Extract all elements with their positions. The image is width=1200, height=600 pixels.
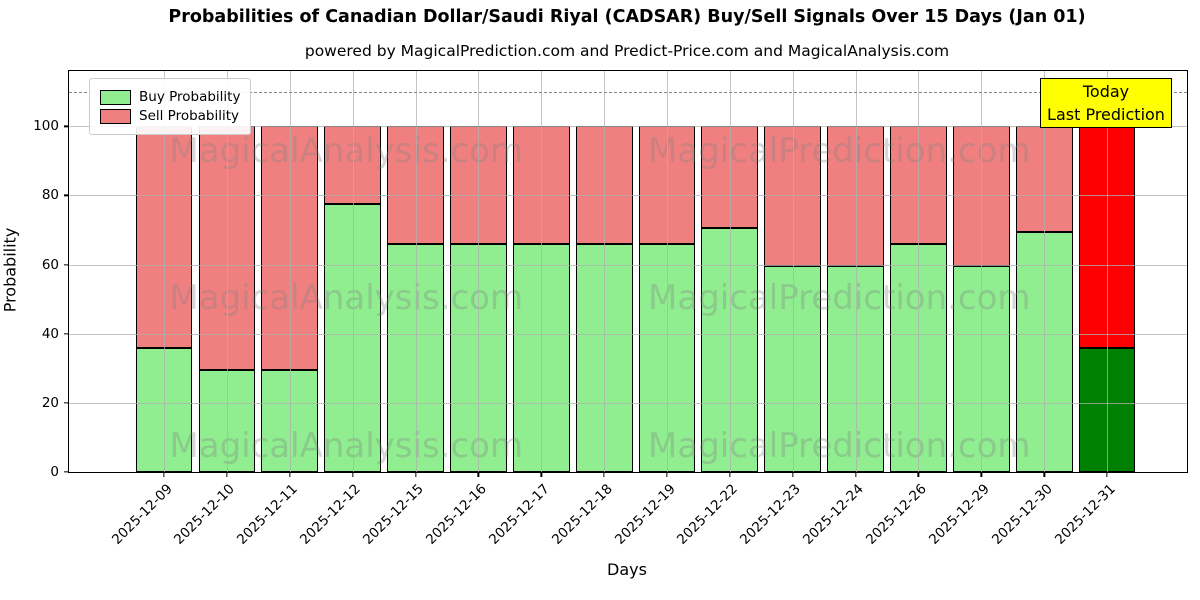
- bar-buy-2025-12-29: [952, 266, 1010, 472]
- x-tick-mark-2025-12-31: [1106, 472, 1108, 477]
- y-tick-mark-40: [64, 333, 69, 335]
- x-tick-label-2025-12-22: 2025-12-22: [674, 481, 742, 548]
- bar-sell-2025-12-30: [1015, 126, 1073, 232]
- x-tick-mark-2025-12-10: [226, 472, 228, 477]
- bar-buy-2025-12-18: [575, 243, 633, 472]
- bar-buy-2025-12-23: [764, 266, 822, 472]
- bar-sell-2025-12-23: [764, 126, 822, 267]
- x-tick-label-2025-12-15: 2025-12-15: [360, 481, 427, 548]
- x-tick-mark-2025-12-29: [980, 472, 982, 477]
- bar-buy-2025-12-09: [135, 347, 193, 472]
- bar-buy-2025-12-12: [324, 204, 382, 472]
- legend-label: Sell Probability: [139, 108, 240, 124]
- legend-item: Sell Probability: [100, 108, 240, 124]
- legend-swatch-icon: [100, 89, 131, 105]
- bar-sell-2025-12-11: [261, 126, 319, 371]
- y-tick-label-60: 60: [41, 256, 59, 273]
- y-tick-mark-0: [64, 471, 69, 473]
- y-tick-label-100: 100: [33, 118, 59, 135]
- chart-title: Probabilities of Canadian Dollar/Saudi R…: [168, 7, 1086, 27]
- x-tick-label-2025-12-24: 2025-12-24: [800, 481, 867, 548]
- x-tick-mark-2025-12-24: [854, 472, 857, 477]
- bar-buy-2025-12-16: [449, 243, 507, 472]
- bar-sell-2025-12-31: [1078, 126, 1136, 348]
- x-tick-label-2025-12-11: 2025-12-11: [234, 481, 302, 548]
- y-tick-mark-60: [64, 263, 69, 266]
- x-tick-label-2025-12-29: 2025-12-29: [925, 481, 993, 548]
- bar-buy-2025-12-10: [198, 370, 256, 472]
- bar-buy-2025-12-31: [1078, 347, 1136, 472]
- x-tick-label-2025-12-26: 2025-12-26: [862, 481, 930, 548]
- legend-swatch-icon: [100, 108, 131, 124]
- x-tick-mark-2025-12-11: [289, 472, 291, 477]
- bar-buy-2025-12-11: [261, 370, 319, 472]
- y-tick-label-0: 0: [50, 464, 59, 480]
- x-tick-mark-2025-12-19: [666, 472, 668, 477]
- x-tick-mark-2025-12-22: [729, 472, 731, 477]
- x-tick-mark-2025-12-18: [603, 472, 605, 477]
- bar-sell-2025-12-18: [575, 126, 633, 244]
- x-tick-label-2025-12-17: 2025-12-17: [485, 481, 553, 548]
- x-tick-mark-2025-12-23: [792, 472, 794, 477]
- today-annotation: Today Last Prediction: [1040, 78, 1172, 128]
- x-tick-label-2025-12-10: 2025-12-10: [171, 481, 239, 548]
- x-tick-mark-2025-12-16: [477, 472, 480, 477]
- bar-buy-2025-12-19: [638, 243, 696, 472]
- x-tick-mark-2025-12-12: [351, 472, 354, 477]
- bar-sell-2025-12-15: [387, 126, 444, 244]
- x-tick-mark-2025-12-15: [414, 472, 417, 477]
- bar-sell-2025-12-26: [890, 126, 947, 244]
- bar-sell-2025-12-22: [701, 126, 759, 229]
- legend-item: Buy Probability: [100, 89, 240, 105]
- x-tick-mark-2025-12-09: [163, 472, 165, 477]
- x-tick-label-2025-12-09: 2025-12-09: [108, 481, 176, 548]
- today-annotation-line1: Today: [1082, 82, 1130, 101]
- y-tick-mark-20: [64, 402, 69, 404]
- y-tick-mark-80: [64, 194, 69, 197]
- x-tick-mark-2025-12-17: [540, 472, 542, 477]
- x-tick-label-2025-12-16: 2025-12-16: [422, 481, 490, 548]
- bar-sell-2025-12-24: [827, 126, 884, 267]
- bar-buy-2025-12-22: [701, 228, 759, 472]
- x-tick-label-2025-12-19: 2025-12-19: [611, 481, 679, 548]
- bar-sell-2025-12-12: [324, 126, 382, 205]
- legend: Buy Probability Sell Probability: [89, 78, 252, 135]
- bar-sell-2025-12-16: [449, 126, 507, 244]
- x-axis-label: Days: [607, 560, 647, 579]
- x-tick-label-2025-12-18: 2025-12-18: [548, 481, 616, 548]
- bar-sell-2025-12-19: [638, 126, 696, 244]
- y-tick-label-40: 40: [41, 325, 59, 342]
- bar-buy-2025-12-26: [890, 243, 947, 472]
- bar-sell-2025-12-29: [952, 126, 1010, 267]
- x-tick-label-2025-12-23: 2025-12-23: [737, 481, 805, 548]
- x-tick-mark-2025-12-26: [917, 472, 920, 477]
- bar-buy-2025-12-30: [1015, 231, 1073, 472]
- today-annotation-line2: Last Prediction: [1047, 105, 1165, 124]
- x-tick-label-2025-12-12: 2025-12-12: [297, 481, 364, 548]
- x-tick-label-2025-12-30: 2025-12-30: [988, 481, 1056, 548]
- bar-buy-2025-12-24: [827, 266, 884, 472]
- bar-sell-2025-12-17: [512, 126, 570, 244]
- legend-label: Buy Probability: [139, 89, 241, 105]
- y-tick-label-20: 20: [41, 394, 59, 411]
- y-tick-label-80: 80: [41, 187, 59, 204]
- y-tick-mark-100: [64, 125, 69, 127]
- bar-sell-2025-12-10: [198, 126, 256, 371]
- x-tick-label-2025-12-31: 2025-12-31: [1051, 481, 1119, 548]
- bar-buy-2025-12-15: [387, 243, 444, 472]
- bar-sell-2025-12-09: [135, 126, 193, 348]
- chart-subtitle: powered by MagicalPrediction.com and Pre…: [304, 42, 950, 60]
- y-axis-label: Probability: [0, 227, 20, 313]
- bar-buy-2025-12-17: [512, 243, 570, 472]
- x-tick-mark-2025-12-30: [1043, 472, 1045, 477]
- plot-area: MagicalAnalysis.com MagicalPrediction.com…: [33, 70, 1188, 548]
